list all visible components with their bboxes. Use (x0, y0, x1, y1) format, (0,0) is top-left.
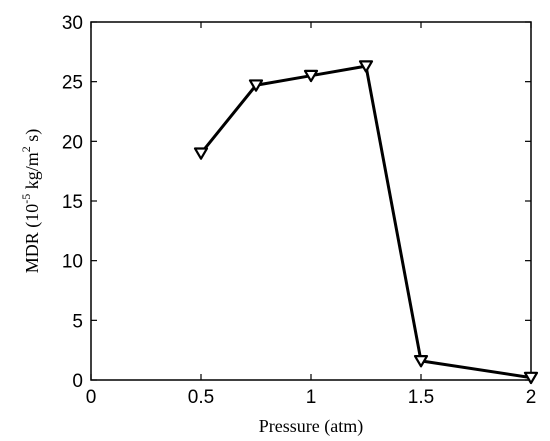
series-layer (193, 60, 539, 385)
y-axis-title: MDR (10-5 kg/m2 s) (19, 129, 43, 274)
y-tick-label: 30 (62, 13, 83, 34)
x-axis-title: Pressure (atm) (259, 416, 363, 437)
x-tick-label: 1.5 (408, 387, 434, 408)
x-tick-labels: 0 0.5 1 1.5 2 (86, 387, 537, 408)
data-point-marker (193, 147, 209, 160)
data-point-marker (248, 79, 264, 92)
x-tick-label: 1 (306, 387, 317, 408)
y-axis-title-suffix: s) (22, 129, 43, 147)
y-axis-title-exp: -5 (19, 194, 33, 204)
y-axis-title-exp2: 2 (19, 146, 33, 152)
data-point-marker (358, 60, 374, 73)
y-tick-label: 25 (62, 73, 83, 94)
data-point-marker (303, 69, 319, 83)
series-line (199, 64, 532, 380)
x-tick-label: 2 (526, 387, 537, 408)
y-axis-title-prefix: MDR (10 (22, 204, 43, 274)
y-tick-label: 5 (72, 311, 83, 332)
y-tick-label: 10 (62, 252, 83, 273)
y-tick-label: 20 (62, 132, 83, 153)
data-point-marker (413, 355, 429, 368)
y-tick-labels: 0 5 10 15 20 25 30 (62, 13, 83, 392)
y-tick-label: 15 (62, 192, 83, 213)
x-tick-label: 0.5 (188, 387, 214, 408)
y-tick-label: 0 (72, 371, 83, 392)
data-point-marker (523, 371, 539, 385)
y-axis-title-middle: kg/m (22, 152, 42, 194)
x-tick-label: 0 (86, 387, 97, 408)
